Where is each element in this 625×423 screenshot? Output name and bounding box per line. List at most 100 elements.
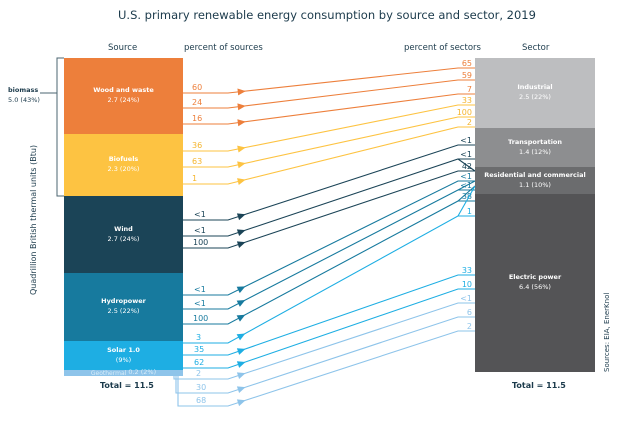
flow-arrow-icon xyxy=(236,286,246,294)
block-value: 1.1 (10%) xyxy=(519,180,551,189)
block-value: 0.2 (2%) xyxy=(128,368,157,377)
flow-arrow-icon xyxy=(236,241,246,248)
block-name: Hydropower xyxy=(101,297,146,306)
flow-arrow-icon xyxy=(236,348,246,355)
flow-arrow-icon xyxy=(237,178,246,185)
y-axis-label: Quadrillion British thermal units (Btu) xyxy=(29,144,38,295)
pct-sector-label: <1 xyxy=(460,181,472,190)
biomass-value: 5.0 (43%) xyxy=(8,96,40,104)
flow-arrow-icon xyxy=(236,229,246,236)
flow-line xyxy=(183,158,476,237)
block-name: Residential and commercial xyxy=(484,170,586,179)
sector-block-electric-power: Electric power 6.4 (56%) xyxy=(475,194,595,372)
pct-source-label: 2 xyxy=(196,369,201,378)
source-block-wind: Wind 2.7 (24%) xyxy=(64,196,183,273)
flow-line xyxy=(183,180,476,310)
sector-block-transportation: Transportation 1.4 (12%) xyxy=(475,128,595,167)
block-name: Geothermal xyxy=(90,369,127,377)
pct-sector-label: 10 xyxy=(462,280,472,289)
block-name: Wood and waste xyxy=(93,86,154,95)
pct-sources-header: percent of sources xyxy=(184,43,263,53)
block-value: 2.5 (22%) xyxy=(107,307,140,315)
source-block-wood-and-waste: Wood and waste 2.7 (24%) xyxy=(64,58,183,134)
flow-arrow-icon xyxy=(236,213,246,221)
pct-sector-label: 6 xyxy=(467,308,472,317)
flow-line xyxy=(183,104,475,152)
pct-source-label: 24 xyxy=(192,98,202,107)
pct-source-label: 16 xyxy=(192,114,202,123)
flow-line xyxy=(183,93,475,125)
diagram-title: U.S. primary renewable energy consumptio… xyxy=(118,8,536,22)
credit: Sources: EIA, EnerKnol xyxy=(603,292,611,372)
block-value: 2.7 (24%) xyxy=(107,96,140,104)
sector-header: Sector xyxy=(522,43,550,53)
flow-arrow-icon xyxy=(236,314,246,322)
pct-sector-label: 33 xyxy=(462,266,472,275)
block-value: 2.3 (20%) xyxy=(107,165,140,173)
pct-source-label: 62 xyxy=(194,358,204,367)
flow-line xyxy=(183,67,475,94)
block-value: 2.7 (24%) xyxy=(107,234,140,243)
flow-arrow-icon xyxy=(236,333,246,341)
pct-source-label: 60 xyxy=(192,83,202,92)
pct-sector-label: 38 xyxy=(462,192,472,201)
block-name: Industrial xyxy=(517,83,553,92)
flow-arrow-icon xyxy=(237,161,246,169)
sector-block-residential-and-commercial: Residential and commercial 1.1 (10%) xyxy=(475,167,595,194)
biomass-label: biomass xyxy=(8,86,39,94)
pct-sector-label: <1 xyxy=(460,294,472,303)
pct-sector-label: <1 xyxy=(460,136,472,145)
pct-source-label: 100 xyxy=(193,238,208,247)
block-value: 1.4 (12%) xyxy=(519,147,551,156)
flow-line xyxy=(183,185,476,344)
flow-arrow-icon xyxy=(236,386,246,394)
pct-source-label: 100 xyxy=(193,314,208,323)
pct-source-label: <1 xyxy=(194,299,206,308)
flow-arrow-icon xyxy=(237,145,246,153)
pct-source-label: <1 xyxy=(194,210,206,219)
pct-source-label: 35 xyxy=(194,345,204,354)
flow-line xyxy=(183,126,475,185)
flow-arrow-icon xyxy=(236,372,246,380)
pct-source-label: 36 xyxy=(192,141,202,150)
flow-arrow-icon xyxy=(237,88,246,96)
pct-sector-label: <1 xyxy=(460,150,472,159)
flow-arrow-icon xyxy=(237,119,246,127)
flow-arrow-icon xyxy=(236,361,246,368)
pct-source-label: 3 xyxy=(196,333,201,342)
pct-sector-label: 65 xyxy=(462,59,472,68)
block-name: Wind xyxy=(114,224,133,233)
sector-total: Total = 11.5 xyxy=(512,381,566,390)
source-block-solar-: Solar 1.0 (9%) xyxy=(64,341,183,370)
pct-sector-label: 1 xyxy=(467,207,472,216)
pct-sector-label: <1 xyxy=(460,172,472,181)
pct-source-label: 63 xyxy=(192,157,202,166)
block-value: 2.5 (22%) xyxy=(519,93,551,101)
block-name: Electric power xyxy=(508,273,562,282)
block-value: (9%) xyxy=(115,355,132,364)
block-name: Solar 1.0 xyxy=(107,345,140,354)
pct-sector-label: 7 xyxy=(467,85,472,94)
pct-sectors-header: percent of sectors xyxy=(404,43,481,53)
flow-line xyxy=(183,288,475,369)
flow-arrow-icon xyxy=(236,300,246,307)
biomass-bracket xyxy=(40,57,64,197)
flow-arrow-icon xyxy=(236,399,246,407)
sector-block-industrial: Industrial 2.5 (22%) xyxy=(475,58,595,128)
pct-sector-label: 42 xyxy=(462,162,472,171)
source-block-hydropower: Hydropower 2.5 (22%) xyxy=(64,273,183,341)
pct-source-label: <1 xyxy=(194,226,206,235)
pct-sector-label: 100 xyxy=(457,108,472,117)
block-name: Biofuels xyxy=(108,155,139,164)
pct-sector-label: 2 xyxy=(467,118,472,127)
block-value: 6.4 (56%) xyxy=(519,283,551,291)
flow-line xyxy=(183,144,475,221)
block-name: Transportation xyxy=(507,137,563,146)
pct-source-label: 68 xyxy=(196,396,206,405)
source-block-biofuels: Biofuels 2.3 (20%) xyxy=(64,134,183,196)
pct-source-label: 30 xyxy=(196,383,206,392)
source-block-geothermal: Geothermal 0.2 (2%) xyxy=(64,368,183,377)
pct-source-label: 1 xyxy=(192,174,197,183)
